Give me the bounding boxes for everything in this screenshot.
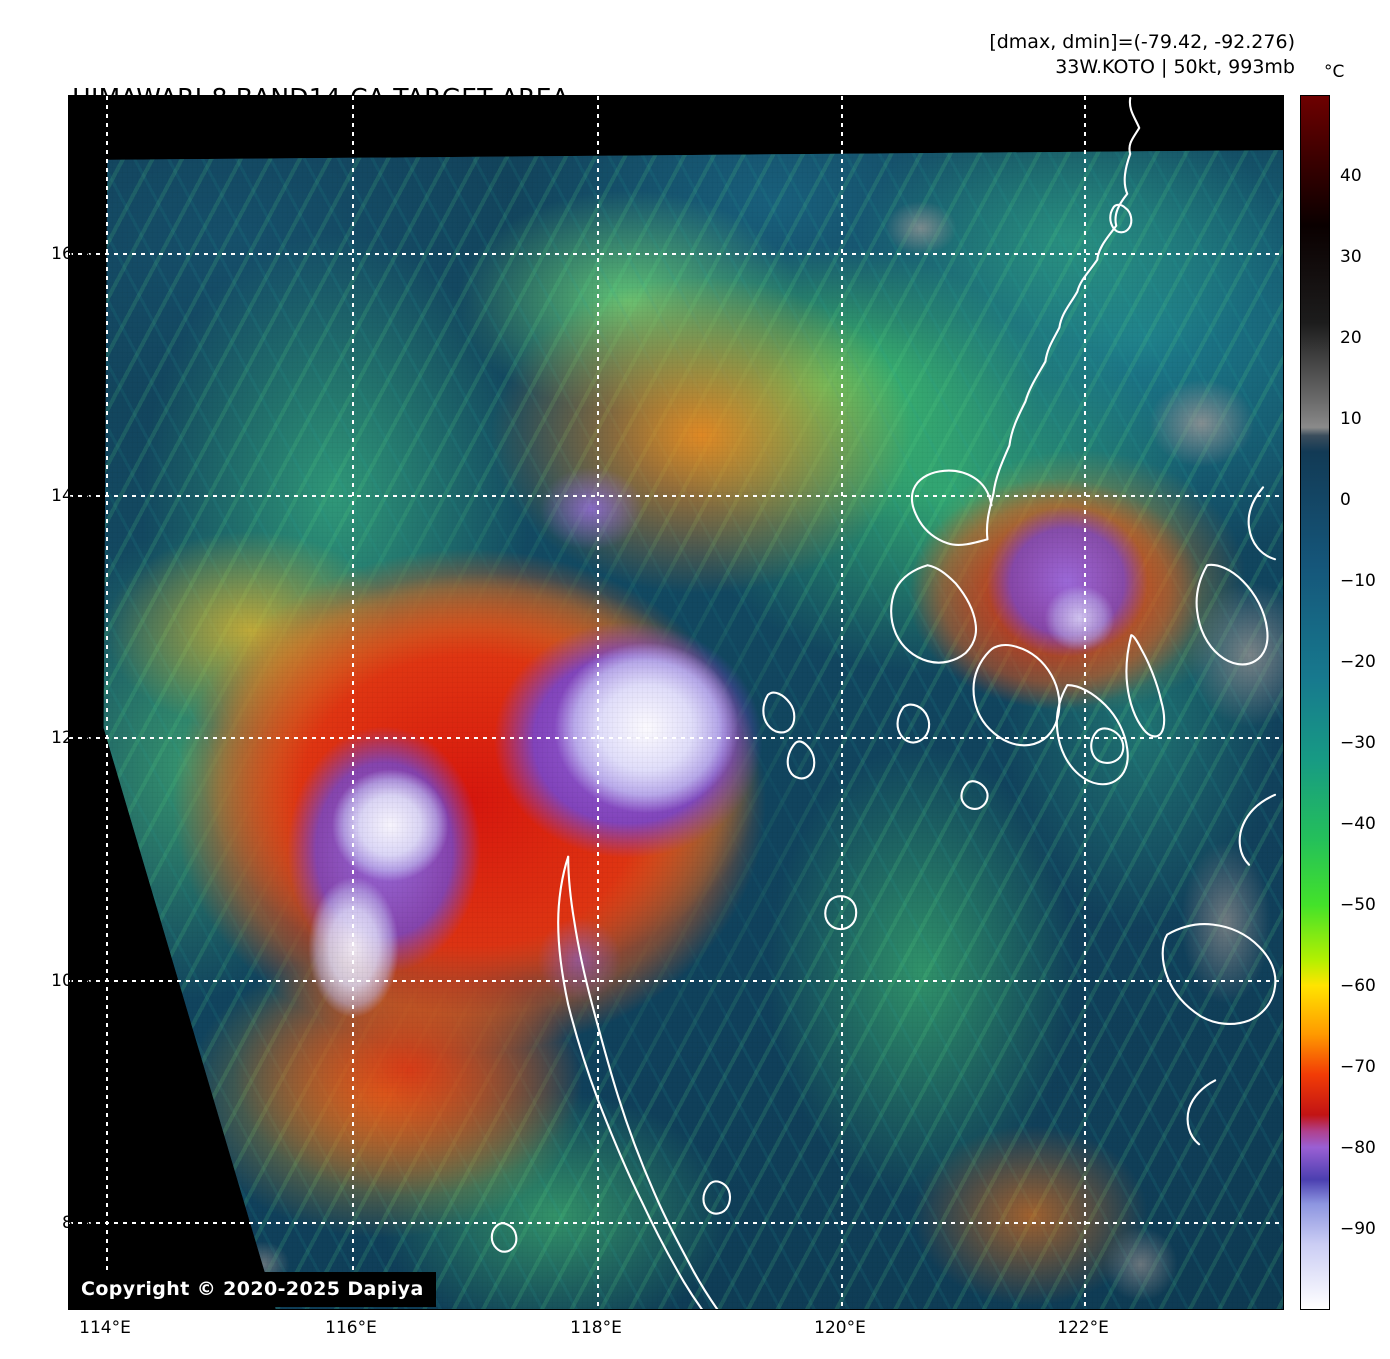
colorbar-tick-label: −80 — [1340, 1138, 1376, 1158]
coastline-overlay — [490, 96, 1277, 1309]
longitude-tick-label: 118°E — [570, 1318, 622, 1338]
colorbar-tick-label: −70 — [1340, 1057, 1376, 1077]
colorbar-tick-label: 10 — [1340, 409, 1362, 429]
colorbar-tick-label: −50 — [1340, 895, 1376, 915]
storm-info-label: 33W.KOTO | 50kt, 993mb — [1055, 56, 1295, 78]
satellite-map[interactable]: Copyright © 2020-2025 Dapiya — [68, 95, 1284, 1310]
colorbar-tick-label: 20 — [1340, 328, 1362, 348]
colorbar-tick-label: −20 — [1340, 652, 1376, 672]
colorbar-tick-label: 40 — [1340, 166, 1362, 186]
latitude-tick-label: 10°N — [51, 971, 94, 991]
colorbar-tick-label: 0 — [1340, 490, 1351, 510]
map-clip: Copyright © 2020-2025 Dapiya — [69, 96, 1283, 1309]
colorbar-tick-label: −10 — [1340, 571, 1376, 591]
longitude-tick-label: 114°E — [79, 1318, 131, 1338]
dmax-dmin-label: [dmax, dmin]=(-79.42, -92.276) — [989, 31, 1295, 53]
latitude-tick-label: 8°N — [61, 1213, 94, 1233]
longitude-tick-label: 122°E — [1057, 1318, 1109, 1338]
longitude-tick-label: 116°E — [325, 1318, 377, 1338]
latitude-tick-label: 12°N — [51, 728, 94, 748]
latitude-tick-label: 16°N — [51, 244, 94, 264]
data-swath — [103, 150, 1283, 1309]
colorbar-unit-label: °C — [1324, 62, 1345, 82]
colorbar-tick-label: 30 — [1340, 247, 1362, 267]
longitude-tick-label: 120°E — [814, 1318, 866, 1338]
colorbar-gradient — [1301, 96, 1329, 1309]
colorbar-tick-label: −90 — [1340, 1219, 1376, 1239]
latitude-tick-label: 14°N — [51, 486, 94, 506]
colorbar-tick-label: −40 — [1340, 814, 1376, 834]
copyright-label: Copyright © 2020-2025 Dapiya — [69, 1272, 436, 1307]
clear-sky-land-layer — [103, 150, 1283, 1309]
metadata-block: [dmax, dmin]=(-79.42, -92.276) 33W.KOTO … — [989, 30, 1295, 80]
colorbar-tick-label: −30 — [1340, 733, 1376, 753]
colorbar-tick-label: −60 — [1340, 976, 1376, 996]
pixel-grid-overlay — [103, 150, 1283, 1309]
colorbar[interactable] — [1300, 95, 1330, 1310]
